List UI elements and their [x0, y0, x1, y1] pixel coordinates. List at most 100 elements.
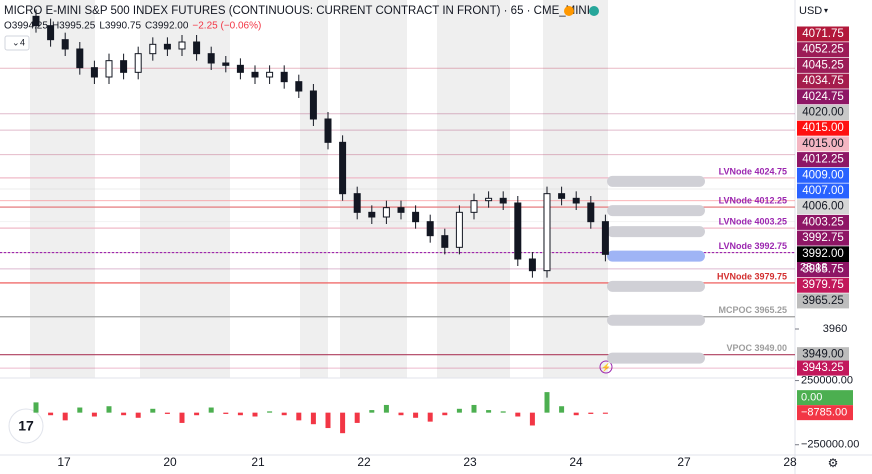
candle-body — [470, 200, 478, 213]
price-label-box — [797, 277, 849, 293]
price-label-box — [797, 262, 849, 277]
candle-body — [105, 60, 113, 78]
osc-bar — [471, 404, 477, 413]
osc-bar — [398, 412, 404, 416]
candle-body — [251, 71, 259, 78]
x-tick-label: 27 — [677, 455, 691, 469]
price-label-box — [797, 199, 849, 215]
price-label-box — [797, 152, 849, 168]
candle-body — [382, 207, 390, 218]
osc-bar — [208, 407, 214, 413]
ohlc-value: L3990.75 — [99, 21, 141, 32]
price-label-box — [797, 73, 849, 89]
candle-body — [207, 53, 215, 64]
osc-bar — [135, 412, 141, 418]
candle-body — [397, 207, 405, 213]
candle-body — [455, 211, 463, 248]
price-label: 3943.25 — [802, 362, 844, 374]
candle-body — [90, 67, 98, 78]
candle-body — [514, 202, 522, 260]
osc-tick-label: −250000.00 — [801, 439, 859, 451]
candle-body — [324, 118, 332, 143]
level-pill — [607, 205, 705, 217]
level-pill — [607, 175, 705, 187]
price-label: 4007.00 — [802, 185, 844, 197]
candle-body — [178, 41, 186, 50]
price-label-box — [797, 120, 849, 136]
logo-text: 17 — [18, 418, 34, 434]
osc-bar — [48, 412, 54, 416]
osc-bar — [602, 412, 608, 414]
level-label: LVNode 4003.25 — [719, 216, 787, 226]
currency-label[interactable]: USD — [799, 5, 822, 17]
x-tick-label: 24 — [569, 455, 583, 469]
osc-bar — [500, 411, 506, 413]
osc-bar — [427, 412, 433, 422]
osc-bar — [267, 411, 273, 413]
x-tick-label: 22 — [357, 455, 371, 469]
osc-last-box — [797, 390, 853, 406]
price-label-box — [797, 26, 849, 42]
price-label: 4034.75 — [802, 75, 844, 87]
osc-bar — [325, 412, 331, 429]
x-tick-label: 23 — [463, 455, 477, 469]
level-label: VPOC 3949.00 — [726, 343, 787, 353]
ohlc-value: −2.25 (−0.06%) — [192, 21, 261, 32]
candle-body — [368, 211, 376, 218]
candle-body — [572, 197, 580, 204]
y-tick-label: 3960 — [823, 323, 847, 335]
price-label: 4015.00 — [802, 122, 844, 134]
candle-body — [412, 211, 420, 223]
x-tick-label: 21 — [251, 455, 265, 469]
candle-body — [485, 197, 493, 202]
alert-icon[interactable] — [599, 360, 613, 374]
osc-tick-label: 250000.00 — [801, 374, 853, 386]
osc-bar — [237, 412, 243, 416]
osc-bar — [62, 412, 68, 421]
osc-bar — [456, 408, 462, 413]
price-label: 4071.75 — [802, 28, 844, 40]
candle-body — [441, 235, 449, 248]
osc-bar — [559, 406, 565, 413]
currency-dropdown[interactable]: ▾ — [824, 6, 828, 15]
candle-body — [120, 60, 128, 73]
candle-body — [543, 193, 551, 272]
indicator-toggle[interactable] — [4, 35, 30, 51]
indicator-toggle-arrow: ⌄ — [12, 37, 20, 47]
level-label: LVNode 4024.75 — [719, 166, 787, 176]
candle-body — [601, 221, 609, 255]
chart-title: MICRO E-MINI S&P 500 INDEX FUTURES (CONT… — [4, 5, 590, 17]
osc-bar — [369, 410, 375, 413]
candle-body — [280, 71, 288, 83]
osc-bar — [179, 412, 185, 423]
osc-bar — [340, 412, 346, 434]
countdown: 28:18 — [800, 262, 828, 274]
price-label-box — [797, 136, 849, 152]
ohlc-value: C3992.00 — [145, 21, 189, 32]
candle-body — [426, 221, 434, 237]
status-icon — [564, 6, 574, 16]
osc-bar — [91, 412, 97, 417]
osc-bar — [223, 412, 229, 414]
osc-bar — [354, 412, 360, 423]
price-label: 4003.25 — [802, 216, 844, 228]
candle-body — [295, 81, 303, 92]
price-label-box — [797, 105, 849, 120]
x-tick-label: 17 — [57, 455, 71, 469]
candle-body — [266, 71, 274, 78]
price-label: 3992.75 — [802, 232, 844, 244]
level-pill — [607, 250, 705, 262]
x-tick-label: 20 — [163, 455, 177, 469]
osc-bar — [515, 412, 521, 417]
candle-body — [499, 197, 507, 204]
ohlc-value: H3995.25 — [52, 21, 96, 32]
price-label: 4024.75 — [802, 91, 844, 103]
price-label: 4052.25 — [802, 44, 844, 56]
price-label-box — [797, 89, 849, 105]
osc-bar — [77, 407, 83, 413]
osc-bar — [529, 412, 535, 426]
ohlc-value: O3994.25 — [4, 21, 48, 32]
price-label: 3985.75 — [802, 264, 844, 276]
settings-icon[interactable]: ⚙ — [828, 456, 839, 470]
osc-bar — [106, 406, 112, 413]
